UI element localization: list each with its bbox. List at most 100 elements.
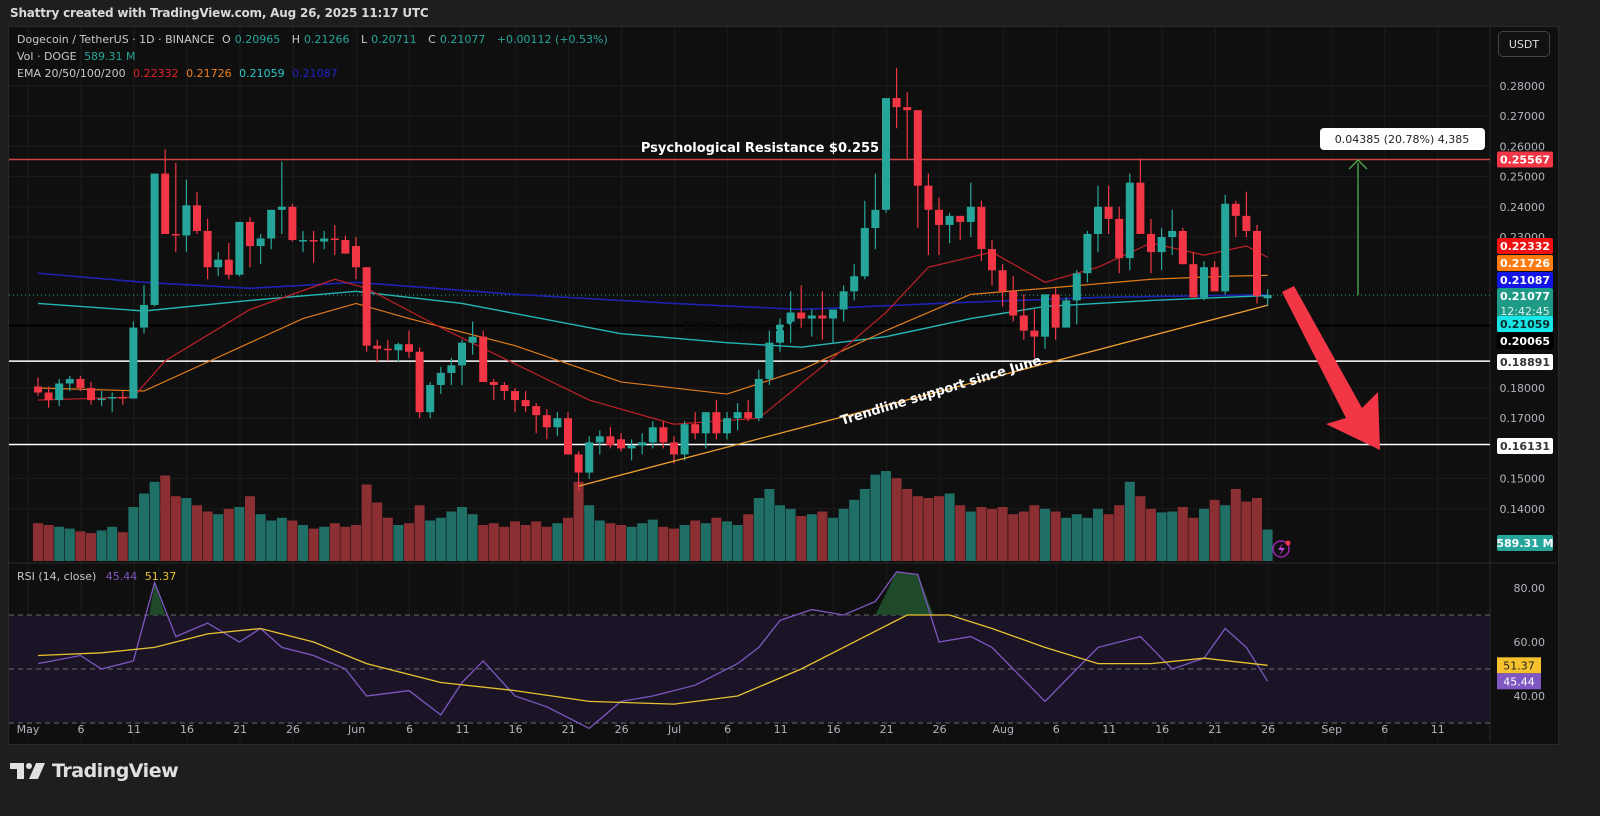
volume-bar — [637, 523, 648, 561]
symbol-legend: Dogecoin / TetherUS · 1D · BINANCE O 0.20… — [17, 33, 608, 46]
candle — [65, 378, 74, 384]
candle — [733, 412, 742, 419]
volume-bar — [107, 526, 118, 561]
rsi-ma-line — [37, 614, 1268, 705]
volume-bar — [1167, 511, 1178, 561]
candle — [1231, 203, 1240, 216]
candle — [659, 427, 668, 443]
candle — [1051, 294, 1060, 328]
rsi-axis-tick: 40.00 — [1514, 690, 1546, 703]
candle — [1072, 273, 1081, 301]
candle — [1242, 215, 1251, 231]
candle — [288, 206, 297, 241]
candle — [553, 418, 562, 428]
volume-bar — [732, 525, 743, 561]
volume-bar — [139, 493, 149, 561]
y-axis-tick: 0.17000 — [1500, 412, 1546, 425]
candle — [458, 342, 466, 366]
candle — [182, 205, 191, 236]
trendline[interactable] — [578, 304, 1268, 487]
svg-text:51.37: 51.37 — [1503, 659, 1535, 672]
x-axis-tick: 6 — [406, 723, 413, 736]
x-axis-tick: 6 — [724, 723, 731, 736]
price-axis-label: 0.20065 — [1496, 332, 1554, 350]
candle — [797, 312, 806, 319]
volume-bar — [54, 526, 65, 561]
volume-bar — [414, 505, 425, 561]
volume-bar — [796, 516, 807, 561]
candle — [648, 427, 657, 443]
candle — [511, 391, 519, 401]
rsi-label[interactable]: RSI (14, close) — [17, 570, 97, 583]
rsi-overbought-fill — [875, 571, 934, 615]
volume-bar — [1156, 512, 1167, 561]
volume-bar — [149, 481, 160, 561]
x-axis-tick: 11 — [774, 723, 788, 736]
lightning-alert-icon[interactable] — [1272, 540, 1291, 558]
candle — [638, 442, 647, 446]
candle — [489, 381, 498, 385]
candle — [1136, 182, 1145, 234]
downtrend-arrow-icon[interactable] — [1282, 286, 1380, 450]
candle — [1210, 267, 1219, 292]
candle — [977, 206, 986, 250]
y-axis-tick: 0.14000 — [1500, 503, 1546, 516]
tradingview-logo-icon — [10, 763, 45, 779]
candle — [839, 291, 848, 310]
volume-bar — [722, 521, 732, 561]
candle — [1147, 233, 1155, 253]
candle — [871, 209, 880, 228]
price-axis-label: 0.21059 — [1497, 316, 1553, 332]
ema-legend: EMA 20/50/100/200 0.22332 0.21726 0.2105… — [17, 67, 342, 80]
volume-bar — [308, 528, 319, 561]
candle — [850, 276, 859, 292]
candle — [903, 107, 912, 111]
volume-bar — [552, 523, 563, 561]
rsi-line — [37, 571, 1269, 730]
candle — [680, 424, 689, 455]
volume-bar — [541, 526, 552, 561]
y-axis-tick: 0.26000 — [1500, 140, 1546, 153]
symbol-name[interactable]: Dogecoin / TetherUS · 1D · BINANCE — [17, 33, 215, 46]
volume-bar — [1103, 514, 1114, 561]
y-axis-tick: 0.24000 — [1500, 201, 1546, 214]
ema-label[interactable]: EMA 20/50/100/200 — [17, 67, 126, 80]
volume-bar — [170, 496, 181, 561]
volume-bar — [594, 520, 605, 561]
price-axis-label: 0.21087 — [1497, 272, 1553, 288]
candle — [691, 424, 700, 434]
volume-bar — [1082, 517, 1093, 561]
volume-bar — [1220, 505, 1231, 561]
volume-bar — [96, 530, 107, 561]
x-axis-tick: 6 — [1381, 723, 1388, 736]
y-axis-tick: 0.18000 — [1500, 382, 1546, 395]
volume-bar — [266, 520, 277, 561]
ema-support-label: EMA support at — [684, 320, 797, 335]
candle — [76, 378, 85, 388]
candle — [150, 173, 159, 305]
candle — [998, 270, 1007, 292]
candle — [436, 372, 445, 385]
candle — [1168, 230, 1177, 237]
candle — [521, 400, 530, 407]
x-axis-tick: Sep — [1321, 723, 1342, 736]
open-value: 0.20965 — [234, 33, 281, 46]
volume-bar — [775, 505, 785, 561]
rsi-value: 45.44 — [105, 570, 138, 583]
volume-bar — [605, 523, 616, 561]
volume-bar — [1029, 505, 1040, 561]
candle — [744, 412, 753, 419]
svg-text:0.21087: 0.21087 — [1500, 274, 1550, 287]
x-axis-tick: Aug — [992, 723, 1013, 736]
svg-text:0.22332: 0.22332 — [1500, 240, 1550, 253]
volume-label[interactable]: Vol · DOGE — [17, 50, 77, 63]
volume-bar — [1008, 514, 1019, 561]
candle — [1253, 230, 1261, 296]
volume-bar — [393, 525, 404, 561]
close-value: 0.21077 — [439, 33, 486, 46]
currency-button[interactable]: USDT — [1498, 31, 1550, 57]
svg-text:0.20065: 0.20065 — [1500, 335, 1550, 348]
volume-bar — [1252, 498, 1262, 561]
volume-bar — [1209, 499, 1220, 561]
